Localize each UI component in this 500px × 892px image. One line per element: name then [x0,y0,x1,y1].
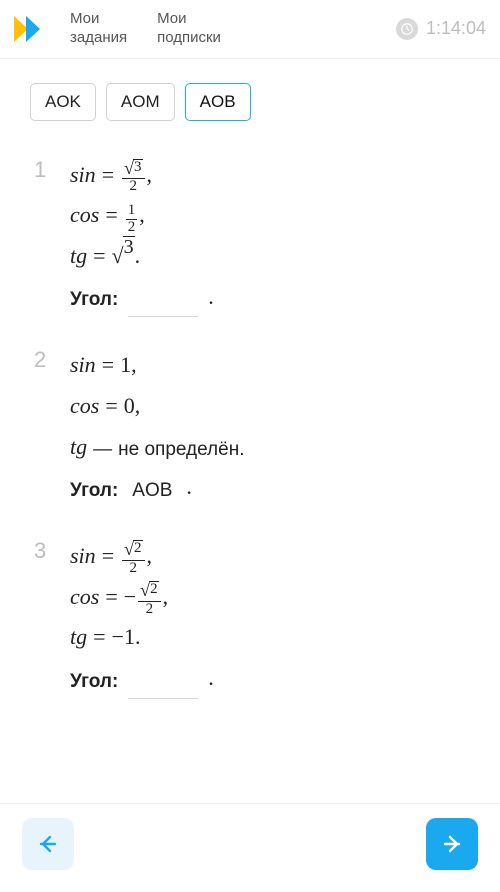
answer-input-3[interactable] [128,696,198,699]
content-area: AOK AOM AOB 1 sin = √32 , cos = 12 , [0,59,500,737]
back-button[interactable] [22,818,74,870]
nav-my-tasks[interactable]: Мои задания [70,10,127,48]
app-logo [14,14,48,44]
angle-row: Угол: . [70,658,214,699]
timer-value: 1:14:04 [426,18,486,39]
angle-row: Угол: AOB . [70,467,244,508]
timer: 1:14:04 [396,18,486,40]
problem-2: 2 sin = 1 , cos = 0 , tg — не определё [34,345,470,508]
eq-sin: sin = 1 , [70,345,244,386]
problem-1: 1 sin = √32 , cos = 12 , tg = √3 [34,155,470,318]
problem-number: 3 [34,536,52,699]
problem-number: 1 [34,155,52,318]
answer-tags: AOK AOM AOB [30,83,470,121]
arrow-left-icon [36,832,60,856]
answer-value-2[interactable]: AOB [132,473,172,508]
tag-aom[interactable]: AOM [106,83,175,121]
eq-sin: sin = √22 , [70,536,214,577]
next-button[interactable] [426,818,478,870]
eq-tg: tg — не определён. [70,427,244,468]
answer-input-1[interactable] [128,314,198,317]
problem-number: 2 [34,345,52,508]
eq-tg: tg = √3 . [70,236,214,277]
clock-icon [396,18,418,40]
problem-3: 3 sin = √22 , cos = − √22 , tg = [34,536,470,699]
eq-tg: tg = −1 . [70,617,214,658]
tag-aob[interactable]: AOB [185,83,251,121]
arrow-right-icon [440,832,464,856]
eq-cos: cos = − √22 , [70,577,214,618]
eq-cos: cos = 0 , [70,386,244,427]
nav-my-subs[interactable]: Мои подписки [157,10,221,48]
eq-cos: cos = 12 , [70,195,214,236]
eq-sin: sin = √32 , [70,155,214,196]
angle-row: Угол: . [70,277,214,318]
nav-footer [0,803,500,892]
problem-list: 1 sin = √32 , cos = 12 , tg = √3 [30,155,470,699]
tag-aok[interactable]: AOK [30,83,96,121]
app-header: Мои задания Мои подписки 1:14:04 [0,0,500,59]
